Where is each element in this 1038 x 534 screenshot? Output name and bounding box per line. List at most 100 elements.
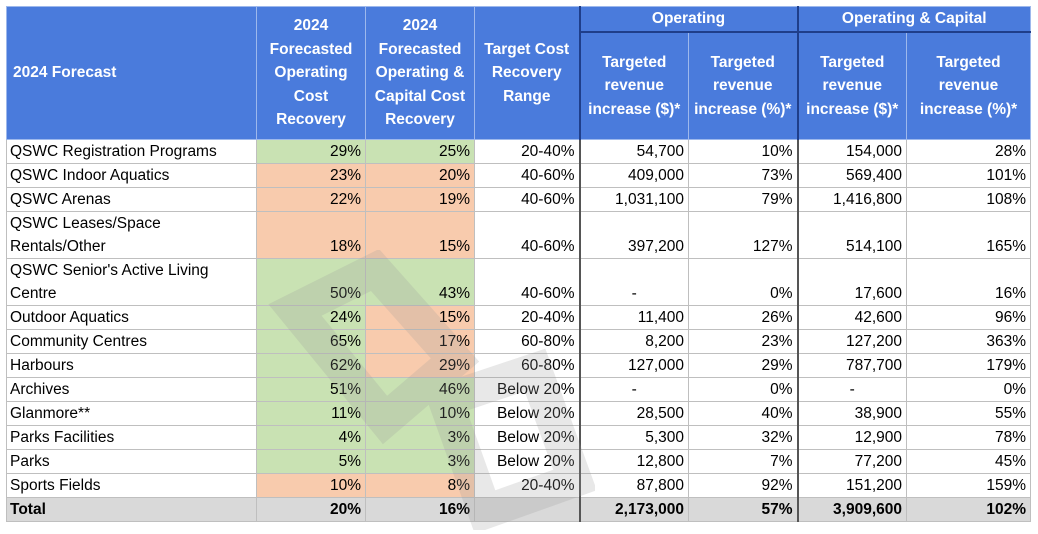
row-name: Community Centres xyxy=(6,329,257,354)
opcap-cost-recovery-cell: 3% xyxy=(365,449,475,474)
row-name: QSWC Leases/Space Rentals/Other xyxy=(6,211,257,259)
op-rev-dollar-cell: 11,400 xyxy=(578,305,689,330)
cap-rev-pct-cell: 55% xyxy=(906,401,1031,426)
opcap-cost-recovery-cell: 46% xyxy=(365,377,475,402)
op-rev-dollar-cell: 87,800 xyxy=(578,473,689,498)
cap-rev-dollar-cell: 12,900 xyxy=(796,425,907,450)
op-cost-recovery-cell: 23% xyxy=(256,163,366,188)
op-cost-recovery-cell: 10% xyxy=(256,473,366,498)
table-row: QSWC Leases/Space Rentals/Other 18% 15% 40-6… xyxy=(6,211,1031,259)
op-rev-pct-cell: 26% xyxy=(688,305,798,330)
opcap-cost-recovery-cell: 8% xyxy=(365,473,475,498)
opcap-cost-recovery-cell: 19% xyxy=(365,187,475,212)
header-cap-rev-dollar: Targeted revenue increase ($)* xyxy=(796,31,907,140)
cap-rev-dollar-cell: 154,000 xyxy=(796,139,907,164)
opcap-cost-recovery-cell: 43% xyxy=(365,258,475,306)
target-range-cell: 20-40% xyxy=(474,139,580,164)
opcap-cost-recovery-cell: 25% xyxy=(365,139,475,164)
table-row: Archives 51% 46% Below 20% -0% -0% xyxy=(6,377,1031,402)
cap-rev-dollar-cell: 1,416,800 xyxy=(796,187,907,212)
cap-rev-pct-cell: 0% xyxy=(906,377,1031,402)
op-rev-dollar-cell: 54,700 xyxy=(578,139,689,164)
total-row: Total 20% 16% 2,173,000 57% 3,909,600 102% xyxy=(6,497,1031,522)
op-rev-pct-cell: 32% xyxy=(688,425,798,450)
cap-rev-dollar-cell: 127,200 xyxy=(796,329,907,354)
total-op-rev-dollar: 2,173,000 xyxy=(578,497,689,522)
opcap-cost-recovery-cell: 29% xyxy=(365,353,475,378)
target-range-cell: Below 20% xyxy=(474,377,580,402)
table-row: QSWC Registration Programs 29% 25% 20-40% 54… xyxy=(6,139,1031,164)
target-range-cell: 40-60% xyxy=(474,211,580,259)
op-cost-recovery-cell: 18% xyxy=(256,211,366,259)
op-rev-pct-cell: 40% xyxy=(688,401,798,426)
cap-rev-dollar-cell: 151,200 xyxy=(796,473,907,498)
row-name: QSWC Senior's Active Living Centre xyxy=(6,258,257,306)
op-cost-recovery-cell: 62% xyxy=(256,353,366,378)
op-cost-recovery-cell: 5% xyxy=(256,449,366,474)
cap-rev-dollar-cell: 787,700 xyxy=(796,353,907,378)
op-rev-dollar-cell: 8,200 xyxy=(578,329,689,354)
cost-recovery-table-wrapper: 2024 Forecast 2024 Forecasted Operating … xyxy=(6,6,1031,522)
header-target-range: Target Cost Recovery Range xyxy=(474,6,580,140)
op-rev-pct-cell: 10% xyxy=(688,139,798,164)
cap-rev-dollar-cell: 17,600 xyxy=(796,258,907,306)
header-cap-rev-pct: Targeted revenue increase (%)* xyxy=(906,31,1031,140)
header-forecast: 2024 Forecast xyxy=(6,6,257,140)
cap-rev-pct-cell: 363% xyxy=(906,329,1031,354)
cap-rev-dollar-cell: 514,100 xyxy=(796,211,907,259)
cap-rev-pct-cell: 165% xyxy=(906,211,1031,259)
cap-rev-dollar-cell: - xyxy=(796,377,907,402)
cap-rev-dollar-cell: 77,200 xyxy=(796,449,907,474)
op-rev-dollar-cell: 397,200 xyxy=(578,211,689,259)
row-name: Harbours xyxy=(6,353,257,378)
table-row: Parks 5% 3% Below 20% 12,800 7% 77,200 45% xyxy=(6,449,1031,474)
total-cap-rev-dollar: 3,909,600 xyxy=(796,497,907,522)
op-rev-pct-cell: 0% xyxy=(688,258,798,306)
opcap-cost-recovery-cell: 15% xyxy=(365,211,475,259)
row-name: Archives xyxy=(6,377,257,402)
header-opcap-cost-recovery: 2024 Forecasted Operating & Capital Cost… xyxy=(365,6,475,140)
header-op-rev-dollar: Targeted revenue increase ($)* xyxy=(578,31,689,140)
cap-rev-pct-cell: 96% xyxy=(906,305,1031,330)
target-range-cell: Below 20% xyxy=(474,401,580,426)
table-body: QSWC Registration Programs 29% 25% 20-40% 54… xyxy=(6,139,1031,522)
cap-rev-dollar-cell: 42,600 xyxy=(796,305,907,330)
op-cost-recovery-cell: 50% xyxy=(256,258,366,306)
total-op-rev-pct: 57% xyxy=(688,497,798,522)
table-row: QSWC Arenas 22% 19% 40-60% 1,031,100 79% 1,416… xyxy=(6,187,1031,212)
table-row: QSWC Indoor Aquatics 23% 20% 40-60% 409,000 7… xyxy=(6,163,1031,188)
row-name: Outdoor Aquatics xyxy=(6,305,257,330)
op-cost-recovery-cell: 65% xyxy=(256,329,366,354)
header-op-rev-pct: Targeted revenue increase (%)* xyxy=(688,31,798,140)
cap-rev-pct-cell: 108% xyxy=(906,187,1031,212)
op-rev-pct-cell: 73% xyxy=(688,163,798,188)
op-rev-dollar-cell: 127,000 xyxy=(578,353,689,378)
cap-rev-pct-cell: 159% xyxy=(906,473,1031,498)
table-row: Harbours 62% 29% 60-80% 127,000 29% 787,700 179… xyxy=(6,353,1031,378)
cap-rev-pct-cell: 45% xyxy=(906,449,1031,474)
table-row: Community Centres 65% 17% 60-80% 8,200 23% 127… xyxy=(6,329,1031,354)
op-rev-pct-cell: 79% xyxy=(688,187,798,212)
target-range-cell: Below 20% xyxy=(474,449,580,474)
op-cost-recovery-cell: 24% xyxy=(256,305,366,330)
cap-rev-dollar-cell: 38,900 xyxy=(796,401,907,426)
target-range-cell: 20-40% xyxy=(474,305,580,330)
row-name: Parks xyxy=(6,449,257,474)
target-range-cell: 20-40% xyxy=(474,473,580,498)
row-name: QSWC Indoor Aquatics xyxy=(6,163,257,188)
target-range-cell: Below 20% xyxy=(474,425,580,450)
total-op-cost-recovery: 20% xyxy=(256,497,366,522)
opcap-cost-recovery-cell: 10% xyxy=(365,401,475,426)
target-range-cell: 40-60% xyxy=(474,258,580,306)
header-group-opcap: Operating & Capital xyxy=(796,6,1031,33)
table-row: Parks Facilities 4% 3% Below 20% 5,300 32% 12,… xyxy=(6,425,1031,450)
target-range-cell: 60-80% xyxy=(474,353,580,378)
row-name: Glanmore** xyxy=(6,401,257,426)
op-rev-dollar-cell: - xyxy=(578,377,689,402)
opcap-cost-recovery-cell: 17% xyxy=(365,329,475,354)
row-name: Parks Facilities xyxy=(6,425,257,450)
cap-rev-pct-cell: 78% xyxy=(906,425,1031,450)
op-cost-recovery-cell: 29% xyxy=(256,139,366,164)
table-row: Glanmore** 11% 10% Below 20% 28,500 40% 38,900… xyxy=(6,401,1031,426)
total-target-range xyxy=(474,497,580,522)
